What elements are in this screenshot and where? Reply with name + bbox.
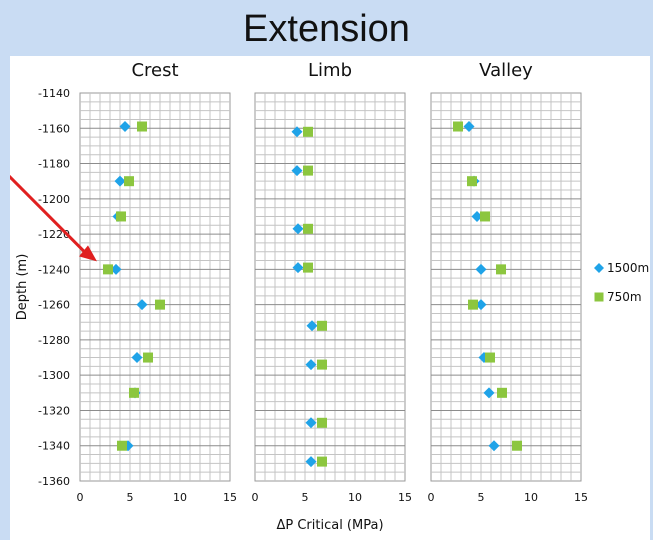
chart-area: Crest 0 5 10 15 Limb 0 5 10 15 Valley 0 5 10 15 -1140 -1… [10,56,650,540]
panel-title-valley: Valley [479,60,533,81]
data-point-750m-valley [468,299,478,310]
data-point-750m-limb [303,165,313,176]
y-tick-label: -1160 [38,122,70,135]
data-point-750m-crest [116,211,126,222]
data-point-750m-valley [497,387,507,398]
data-point-750m-limb [303,223,313,234]
x-tick-label: 10 [348,491,362,504]
data-point-1500m-limb [292,262,304,274]
legend-label-1500m: 1500m [607,261,649,275]
legend-label-750m: 750m [607,290,642,304]
data-point-750m-valley [485,352,495,363]
data-point-750m-crest [137,121,147,132]
data-point-750m-limb [303,126,313,137]
x-tick-label: 5 [478,491,485,504]
x-tick-label: 0 [252,491,259,504]
annotation-arrow-shaft [10,174,89,256]
data-point-750m-crest [143,352,153,363]
x-tick-label: 0 [428,491,435,504]
data-point-1500m-crest [119,121,131,133]
annotation-arrow-head [79,245,97,262]
y-tick-label: -1280 [38,334,70,347]
slide-title: Extension [243,8,410,50]
y-tick-label: -1240 [38,263,70,276]
legend-marker-750m [594,292,604,302]
data-point-750m-valley [480,211,490,222]
x-tick-label: 0 [77,491,84,504]
data-point-1500m-crest [131,352,143,364]
data-point-1500m-valley [488,440,500,452]
data-point-1500m-limb [291,126,303,138]
panel-title-limb: Limb [308,60,352,81]
x-tick-label: 15 [398,491,412,504]
data-point-750m-limb [317,359,327,370]
data-point-1500m-limb [292,223,304,235]
x-tick-label: 15 [574,491,588,504]
data-point-1500m-limb [305,359,317,371]
y-tick-label: -1340 [38,440,70,453]
x-axis-title: ΔP Critical (MPa) [276,518,383,533]
data-point-750m-crest [117,440,127,451]
data-point-750m-valley [467,176,477,187]
data-point-1500m-limb [305,456,317,468]
y-tick-label: -1140 [38,87,70,100]
y-axis-title: Depth (m) [15,254,30,321]
chart-svg: Crest 0 5 10 15 Limb 0 5 10 15 Valley 0 5 10 15 -1140 -1… [10,60,649,533]
data-point-1500m-valley [475,299,487,311]
x-tick-label: 15 [223,491,237,504]
data-point-1500m-crest [136,299,148,311]
y-tick-label: -1200 [38,193,70,206]
data-point-750m-valley [512,440,522,451]
x-tick-label: 5 [302,491,309,504]
y-tick-label: -1320 [38,404,70,417]
data-point-750m-crest [129,387,139,398]
data-point-1500m-crest [110,263,122,275]
data-point-750m-limb [317,417,327,428]
data-point-1500m-limb [306,320,318,332]
x-tick-label: 5 [127,491,134,504]
data-point-750m-valley [453,121,463,132]
data-point-750m-limb [303,262,313,273]
data-point-750m-limb [317,456,327,467]
data-point-1500m-valley [475,263,487,275]
data-point-1500m-valley [463,121,475,133]
data-point-1500m-limb [291,165,303,177]
y-tick-label: -1260 [38,299,70,312]
data-point-750m-crest [155,299,165,310]
x-tick-label: 10 [524,491,538,504]
legend-marker-1500m [594,263,604,273]
panel-title-crest: Crest [131,60,178,81]
data-point-750m-crest [124,176,134,187]
data-point-1500m-valley [483,387,495,399]
y-tick-label: -1300 [38,369,70,382]
y-tick-label: -1180 [38,158,70,171]
data-point-1500m-valley [471,210,483,222]
y-tick-label: -1360 [38,475,70,488]
data-point-1500m-limb [305,417,317,429]
x-tick-label: 10 [173,491,187,504]
data-point-750m-valley [496,264,506,275]
data-point-750m-crest [103,264,113,275]
data-point-1500m-crest [114,175,126,187]
data-point-750m-limb [317,320,327,331]
